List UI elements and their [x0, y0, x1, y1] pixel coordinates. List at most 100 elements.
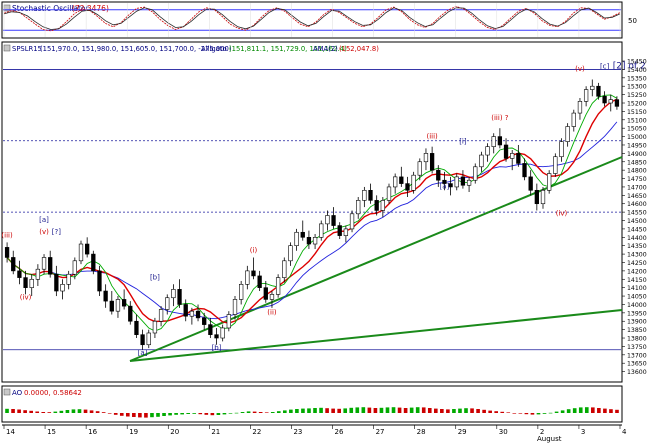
- ao-bar: [11, 409, 15, 413]
- candle-body: [85, 243, 90, 255]
- candle: [497, 128, 503, 149]
- wave-label: (v): [39, 228, 49, 236]
- price-tick-label: 15450: [627, 59, 647, 66]
- ao-bar: [403, 408, 408, 413]
- ao-bar: [174, 413, 178, 415]
- ao-bar: [415, 407, 420, 413]
- candle-body: [571, 112, 576, 127]
- candle-body: [103, 290, 108, 302]
- candle-body: [288, 245, 293, 262]
- price-tick-label: 14850: [627, 159, 647, 166]
- candle-body: [454, 176, 459, 188]
- candle-body: [245, 270, 250, 285]
- ao-title-values: 0.0000, 0.58642: [24, 389, 82, 397]
- candle: [608, 94, 613, 112]
- candle: [251, 257, 256, 280]
- ao-bar: [162, 413, 166, 416]
- time-tick-label: 16: [88, 428, 97, 436]
- candle-body: [202, 317, 207, 325]
- candle-body: [559, 141, 564, 158]
- candle-body: [583, 89, 589, 102]
- candle-body: [140, 334, 145, 346]
- time-tick-label: 27: [376, 428, 385, 436]
- candle-body: [312, 237, 318, 245]
- alligator-teeth-line: [6, 98, 618, 324]
- candle-body: [362, 190, 367, 201]
- candle: [288, 242, 293, 266]
- candle: [4, 242, 10, 263]
- ao-bar: [283, 410, 287, 413]
- time-tick-label: 29: [458, 428, 467, 436]
- ao-bar: [325, 408, 329, 413]
- ao-bar: [77, 409, 82, 413]
- price-tick-label: 15200: [627, 101, 647, 108]
- ao-bar: [198, 413, 203, 415]
- candle: [306, 230, 312, 250]
- ao-bar: [494, 411, 499, 413]
- candle: [503, 138, 509, 162]
- price-tick-label: 14950: [627, 142, 647, 149]
- candle-body: [337, 225, 342, 236]
- candle: [171, 284, 176, 307]
- price-tick-label: 14250: [627, 260, 647, 267]
- candle-body: [325, 215, 330, 225]
- candle: [540, 186, 546, 209]
- price-header-symbol: SPSLR15: [12, 45, 42, 53]
- ao-bar: [409, 407, 414, 413]
- candle: [479, 151, 484, 172]
- candle-body: [134, 320, 139, 335]
- wave-label: [b]: [150, 273, 160, 281]
- candle-body: [72, 260, 77, 275]
- ao-bar: [101, 412, 106, 413]
- time-tick-label: 4: [622, 428, 627, 436]
- candle-body: [115, 299, 121, 312]
- candle: [319, 220, 324, 241]
- ao-bar: [204, 413, 209, 415]
- price-tick-label: 14050: [627, 294, 647, 301]
- candle-body: [11, 257, 16, 272]
- ao-bar: [125, 413, 130, 417]
- candle: [423, 148, 429, 171]
- candle-body: [66, 273, 71, 285]
- price-tick-label: 13600: [627, 369, 647, 376]
- price-tick-label: 14300: [627, 252, 647, 259]
- ao-bar: [234, 412, 239, 414]
- wave-label: (iv): [556, 209, 568, 217]
- price-tick-label: 15350: [627, 75, 647, 82]
- wave-label: [c]: [600, 63, 610, 71]
- candle-body: [183, 304, 188, 317]
- wave-label: (i): [250, 246, 258, 254]
- candle-body: [349, 213, 355, 230]
- candle-body: [590, 85, 595, 90]
- candle: [282, 257, 287, 283]
- price-tick-label: 14700: [627, 184, 647, 191]
- time-tick-label: 26: [335, 428, 344, 436]
- candle-body: [466, 179, 472, 186]
- ao-bar: [331, 408, 335, 413]
- alligator-lips-line: [6, 94, 618, 332]
- candle-body: [23, 277, 28, 288]
- candle-body: [534, 190, 539, 205]
- ao-icon: [3, 388, 11, 396]
- time-tick-label: 14: [6, 428, 15, 436]
- price-tick-label: 14650: [627, 193, 647, 200]
- candle-body: [17, 270, 22, 278]
- ao-bar: [470, 408, 474, 413]
- ao-bar: [289, 409, 293, 413]
- candle-body: [565, 126, 570, 142]
- candle-body: [226, 314, 231, 329]
- ao-bar: [427, 408, 432, 413]
- candle: [583, 86, 589, 107]
- ao-bar: [264, 412, 269, 413]
- ao-bar: [500, 411, 505, 413]
- candle-body: [146, 332, 151, 346]
- candle-body: [257, 275, 262, 288]
- candle-body: [460, 176, 466, 186]
- ao-panel: AO 0.0000, 0.58642: [1, 385, 623, 423]
- candle: [553, 153, 558, 177]
- candle: [510, 150, 515, 171]
- ao-bar: [89, 410, 94, 413]
- candle: [337, 222, 342, 239]
- candle-body: [121, 299, 127, 307]
